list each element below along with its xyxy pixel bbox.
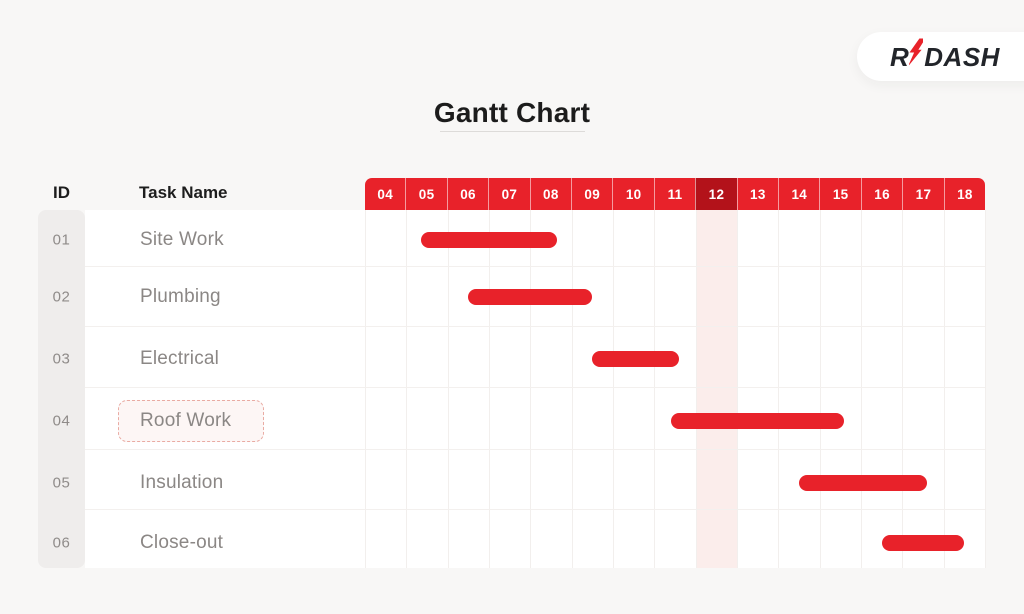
id-column-background (38, 210, 85, 568)
gantt-bar-plumbing[interactable] (468, 289, 593, 305)
gantt-bar-roof-work[interactable] (670, 413, 845, 429)
vertical-gridline (902, 210, 904, 568)
vertical-gridline (530, 210, 532, 568)
task-id: 04 (52, 412, 71, 430)
day-header-18: 18 (943, 178, 985, 210)
row-separator (85, 326, 985, 328)
lightning-bolt-icon (909, 38, 924, 67)
vertical-gridline (365, 210, 366, 568)
id-column-header: ID (53, 183, 70, 202)
logo-suffix: DASH (924, 41, 1000, 72)
day-header-11: 11 (653, 178, 696, 210)
task-id: 03 (52, 350, 71, 367)
task-name: Electrical (140, 347, 220, 369)
task-name: Roof Work (140, 410, 232, 431)
vertical-gridline (819, 210, 821, 568)
day-header-16: 16 (860, 178, 903, 210)
gantt-bar-electrical[interactable] (592, 350, 680, 367)
vertical-gridline (943, 210, 945, 568)
row-separator (85, 386, 985, 388)
vertical-gridline (489, 210, 490, 568)
task-id: 05 (52, 474, 71, 491)
day-header-13: 13 (736, 178, 779, 210)
vertical-gridline (778, 210, 780, 568)
vertical-gridline (861, 210, 862, 568)
task-name: Close-out (140, 532, 224, 553)
timeline-header: 04 05 06 07 08 09 10 11 12 13 14 15 16 17 18 (365, 178, 985, 210)
day-header-10: 10 (612, 178, 654, 210)
rdash-logo: R DASH (857, 32, 1024, 81)
selected-task-outline[interactable] (118, 400, 264, 442)
gantt-bar-site-work[interactable] (420, 232, 558, 248)
row-separator (85, 448, 985, 450)
vertical-gridline (571, 210, 573, 568)
task-name: Site Work (140, 229, 224, 250)
row-separator (85, 266, 985, 267)
task-id: 06 (52, 534, 71, 552)
day-header-05: 05 (405, 178, 447, 210)
rows-background (85, 210, 985, 568)
page-title: Gantt Chart (433, 97, 591, 128)
vertical-gridline (654, 210, 656, 568)
vertical-gridline (985, 210, 986, 568)
day-header-09: 09 (571, 178, 613, 210)
day-header-07: 07 (488, 178, 530, 210)
day-header-06: 06 (446, 178, 489, 210)
row-separator (85, 508, 985, 510)
highlighted-day-band (695, 210, 737, 568)
day-header-17: 17 (902, 178, 944, 210)
vertical-gridline (737, 210, 738, 568)
gantt-bar-close-out[interactable] (881, 535, 965, 551)
day-header-14: 14 (778, 178, 820, 210)
gantt-bar-insulation[interactable] (799, 474, 928, 491)
task-id: 02 (52, 288, 71, 306)
vertical-gridline (447, 210, 449, 568)
task-name: Insulation (140, 471, 224, 493)
title-underline (440, 131, 585, 132)
day-header-08: 08 (529, 178, 572, 210)
vertical-gridline (695, 210, 697, 568)
task-name: Plumbing (140, 286, 221, 307)
day-header-04: 04 (365, 178, 406, 210)
vertical-gridline (613, 210, 614, 568)
task-id: 01 (52, 231, 71, 249)
vertical-gridline (406, 210, 408, 568)
day-header-12: 12 (695, 178, 737, 210)
logo-prefix: R (890, 41, 910, 72)
day-header-15: 15 (819, 178, 861, 210)
task-name-column-header: Task Name (139, 183, 228, 202)
